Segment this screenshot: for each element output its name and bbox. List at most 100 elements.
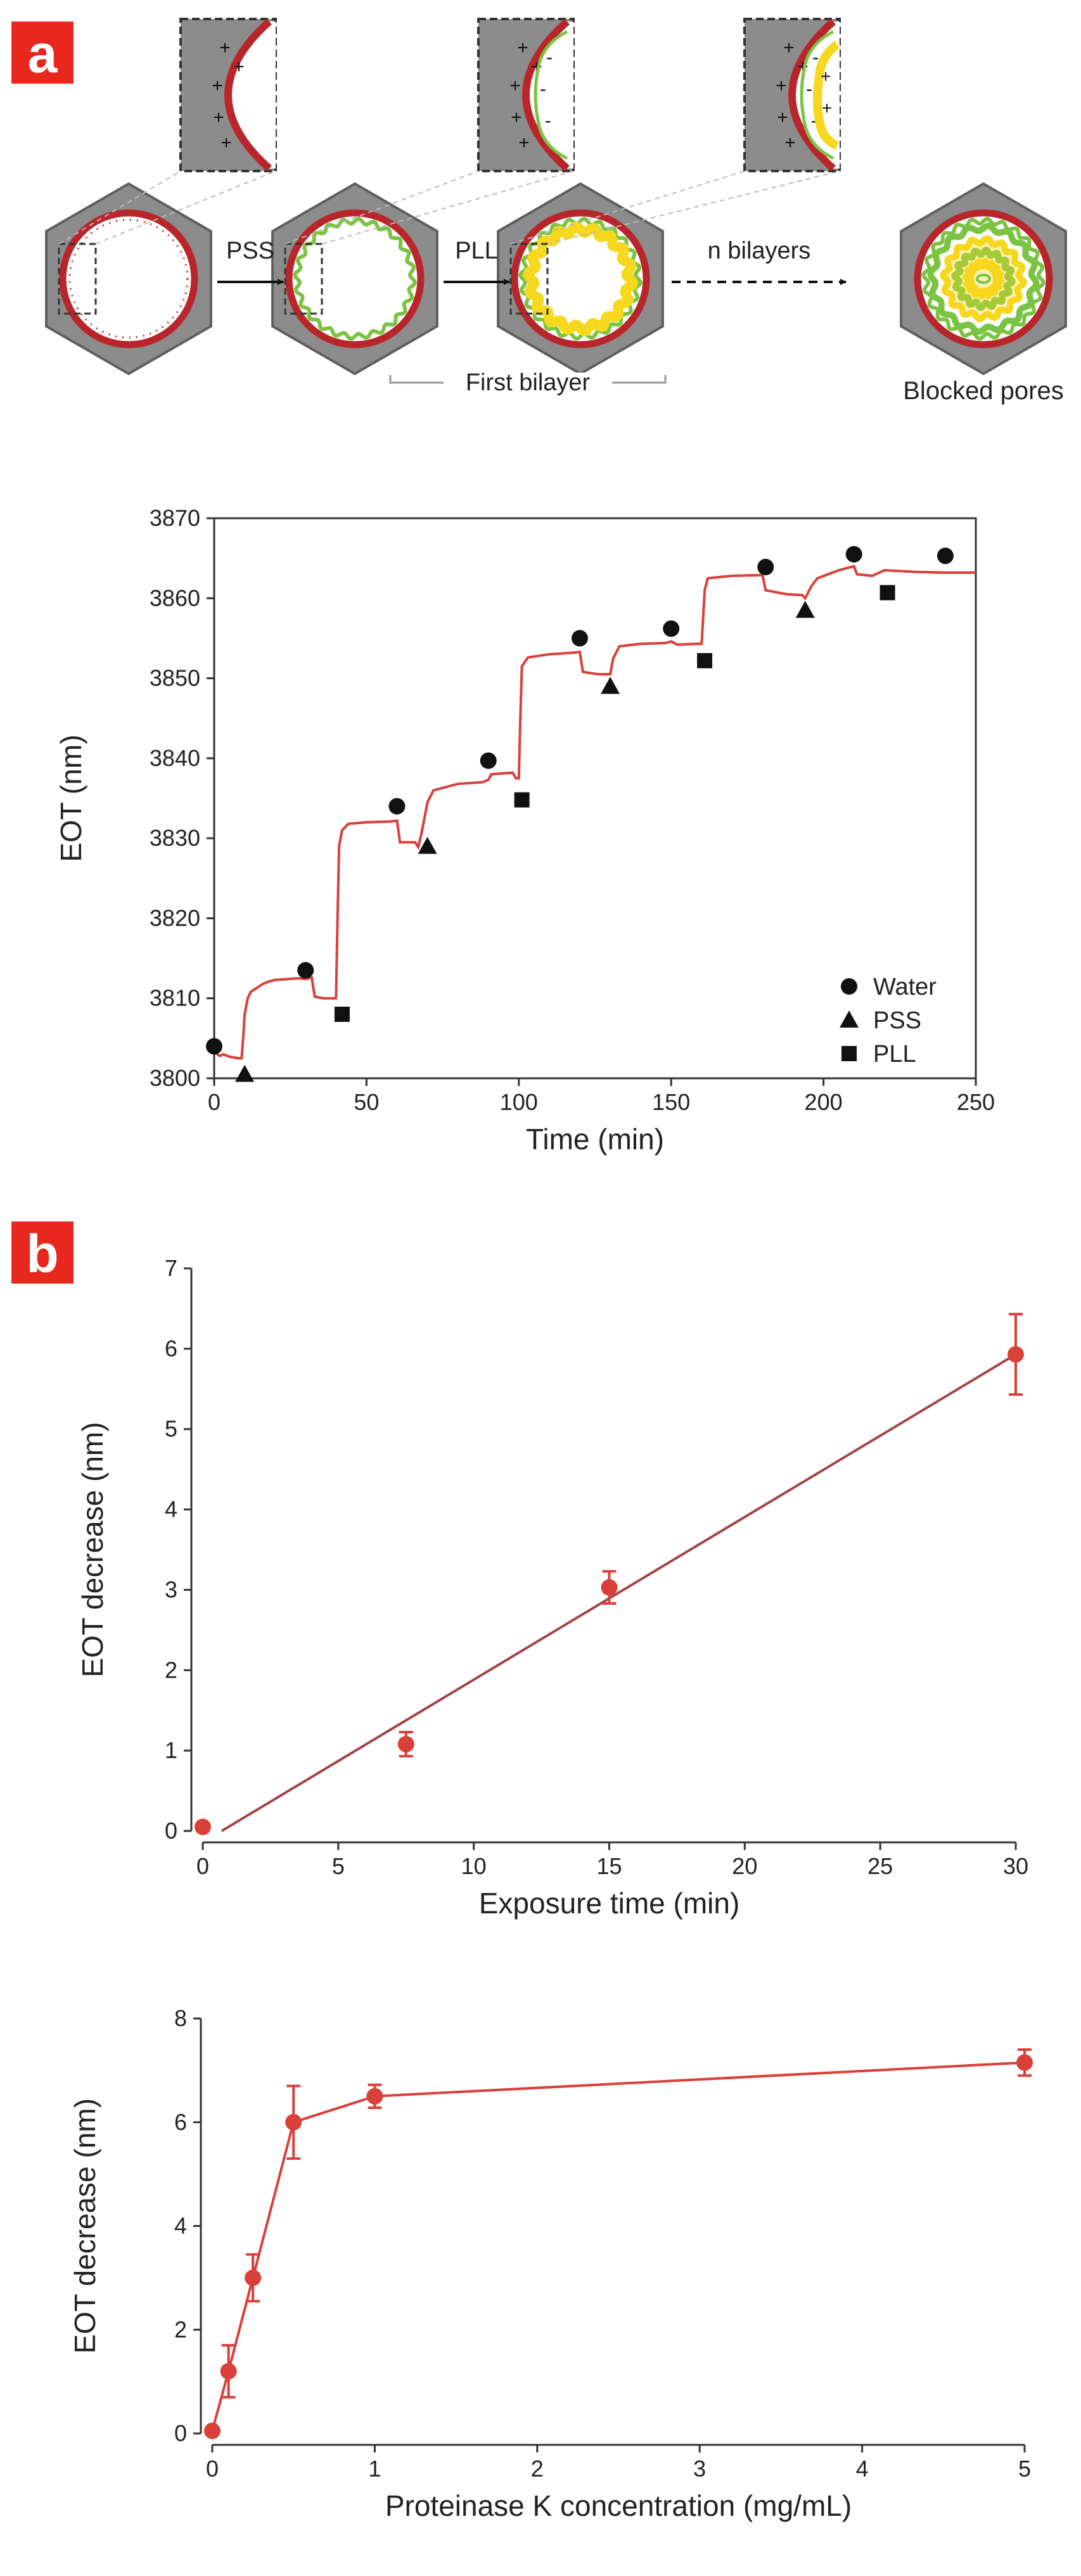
x-tick-label: 250 bbox=[957, 1089, 995, 1115]
charge-plus: + bbox=[518, 132, 530, 153]
zoom-region bbox=[284, 243, 323, 315]
bracket-label-bg bbox=[444, 373, 612, 394]
legend-marker-pss bbox=[840, 1011, 859, 1028]
data-point bbox=[1007, 1346, 1024, 1363]
charge-plus: + bbox=[822, 98, 832, 118]
x-axis-label: Proteinase K concentration (mg/mL) bbox=[385, 2489, 852, 2522]
pll-point bbox=[514, 792, 530, 808]
charge-minus: - bbox=[812, 47, 819, 68]
x-tick-label: 150 bbox=[652, 1089, 690, 1115]
pore-hexagon-1 bbox=[45, 182, 212, 376]
water-point bbox=[571, 630, 588, 647]
zoom-guide bbox=[510, 170, 745, 245]
x-tick-label: 3 bbox=[693, 2456, 706, 2482]
pore-hexagon-3 bbox=[497, 182, 664, 376]
charge-plus: + bbox=[233, 56, 245, 77]
legend-label-water: Water bbox=[873, 974, 937, 1000]
zoom-inset-3: +++++ ---++ bbox=[510, 18, 841, 245]
zoom-guide bbox=[58, 170, 181, 245]
zoom-guide bbox=[95, 170, 276, 245]
data-point bbox=[1016, 2054, 1033, 2071]
water-point bbox=[757, 559, 774, 576]
y-tick-label: 0 bbox=[174, 2420, 187, 2446]
pore-hexagon-2 bbox=[271, 182, 438, 376]
step-arrow: PSS bbox=[217, 238, 284, 285]
axes: 0 5 10 15 20 25 30 0 1 2 3 4 5 6 7 Exposure time (min) E… bbox=[76, 1255, 1028, 1920]
charge-minus: - bbox=[545, 110, 551, 131]
inset-pll bbox=[813, 41, 840, 150]
y-tick-label: 5 bbox=[165, 1416, 177, 1442]
water-point bbox=[845, 545, 862, 563]
final-label: Blocked pores bbox=[903, 377, 1063, 405]
pss-layer bbox=[293, 217, 417, 341]
step-arrow: n bilayers bbox=[672, 238, 847, 285]
data-point bbox=[195, 1818, 211, 1835]
pore-rim bbox=[59, 209, 198, 348]
charge-plus: + bbox=[783, 37, 795, 58]
blocking-layer bbox=[962, 257, 1005, 300]
x-tick-label: 50 bbox=[354, 1089, 379, 1115]
eot-exposure-chart: 0 5 10 15 20 25 30 0 1 2 3 4 5 6 7 Exposure time (min) E… bbox=[76, 1255, 1028, 1920]
water-point bbox=[480, 752, 497, 769]
y-tick-label: 3860 bbox=[150, 585, 200, 611]
y-tick-label: 0 bbox=[165, 1818, 177, 1844]
y-tick-label: 6 bbox=[165, 1336, 177, 1361]
panel-label-a-text: a bbox=[28, 24, 58, 84]
pll-point bbox=[697, 653, 713, 668]
linear-fit-line bbox=[221, 1353, 1017, 1832]
pll-fill bbox=[944, 239, 1023, 318]
zoom-guide bbox=[547, 170, 840, 245]
water-point bbox=[937, 547, 954, 564]
charge-plus: + bbox=[784, 132, 796, 153]
panel-label-a: a bbox=[11, 22, 74, 84]
eot-concentration-chart: 0 1 2 3 4 5 0 2 4 6 8 Proteinase K concentration (m… bbox=[68, 2005, 1033, 2522]
markers bbox=[206, 545, 954, 1082]
x-tick-label: 200 bbox=[805, 1089, 843, 1115]
pore-rim bbox=[285, 209, 425, 348]
y-tick-label: 2 bbox=[174, 2316, 187, 2342]
data-point bbox=[220, 2362, 237, 2380]
y-tick-label: 3870 bbox=[150, 505, 200, 531]
y-axis-label: EOT decrease (nm) bbox=[68, 2098, 101, 2354]
data-point bbox=[285, 2114, 302, 2131]
charge-plus: + bbox=[821, 67, 831, 86]
charge-minus: - bbox=[811, 110, 817, 131]
inset-rim bbox=[224, 18, 272, 172]
pore-center bbox=[976, 274, 991, 284]
zoom-guide bbox=[285, 170, 479, 245]
zoom-region bbox=[509, 243, 549, 315]
y-tick-label: 6 bbox=[174, 2109, 187, 2135]
zoom-region bbox=[58, 243, 97, 315]
concentration-line bbox=[211, 2061, 1025, 2432]
bracket-label: First bilayer bbox=[466, 369, 591, 396]
charge-plus: + bbox=[777, 107, 788, 128]
x-tick-label: 30 bbox=[1003, 1853, 1028, 1879]
data-point bbox=[601, 1579, 618, 1596]
y-tick-label: 3820 bbox=[150, 905, 200, 931]
zoom-inset-1: +++++ bbox=[58, 18, 277, 245]
y-tick-label: 3 bbox=[165, 1576, 177, 1602]
inset-pss bbox=[534, 30, 568, 160]
surface-charge-ring bbox=[68, 219, 189, 339]
x-tick-label: 25 bbox=[867, 1853, 893, 1879]
x-tick-label: 100 bbox=[500, 1089, 538, 1115]
zoom-inset-2: +++++ --- bbox=[285, 18, 575, 245]
charge-minus: - bbox=[806, 79, 812, 99]
first-bilayer-bracket: First bilayer bbox=[389, 369, 667, 396]
inset-pss bbox=[800, 30, 835, 160]
y-tick-label: 1 bbox=[165, 1737, 177, 1763]
charge-plus: + bbox=[509, 75, 521, 96]
y-tick-label: 2 bbox=[165, 1657, 177, 1683]
x-tick-label: 10 bbox=[461, 1853, 487, 1879]
pss-layer bbox=[921, 217, 1046, 341]
data-point bbox=[397, 1735, 414, 1752]
axes: 0 1 2 3 4 5 0 2 4 6 8 Proteinase K concentration (m… bbox=[68, 2005, 1031, 2522]
step-arrow: PLL bbox=[444, 238, 510, 285]
charge-plus: + bbox=[517, 37, 528, 58]
charge-minus: - bbox=[540, 79, 546, 99]
y-tick-label: 4 bbox=[165, 1496, 177, 1522]
inset-rim bbox=[788, 18, 836, 172]
pss-point bbox=[235, 1064, 255, 1082]
y-tick-label: 3830 bbox=[150, 825, 200, 851]
charge-plus: + bbox=[212, 75, 223, 96]
